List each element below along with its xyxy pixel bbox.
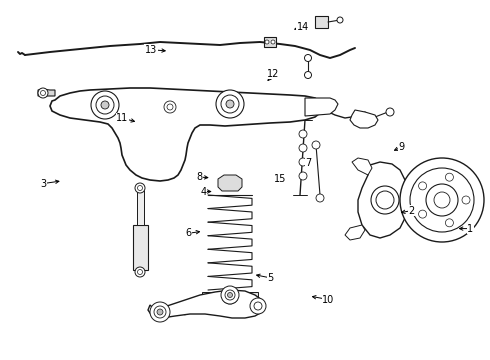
Circle shape — [312, 141, 320, 149]
Circle shape — [164, 101, 176, 113]
Circle shape — [410, 168, 474, 232]
Circle shape — [418, 210, 427, 218]
Text: 5: 5 — [268, 273, 273, 283]
Circle shape — [299, 158, 307, 166]
Polygon shape — [264, 37, 276, 47]
Circle shape — [138, 270, 143, 274]
Circle shape — [386, 108, 394, 116]
Circle shape — [138, 185, 143, 190]
Circle shape — [96, 96, 114, 114]
Circle shape — [299, 130, 307, 138]
Polygon shape — [345, 225, 365, 240]
Circle shape — [376, 191, 394, 209]
Circle shape — [101, 101, 109, 109]
Circle shape — [316, 194, 324, 202]
Circle shape — [227, 292, 232, 297]
Circle shape — [337, 17, 343, 23]
Text: 8: 8 — [197, 172, 203, 182]
Circle shape — [38, 88, 48, 98]
Text: 2: 2 — [409, 206, 415, 216]
Circle shape — [371, 186, 399, 214]
Polygon shape — [202, 292, 258, 300]
Circle shape — [221, 95, 239, 113]
Circle shape — [226, 292, 234, 300]
Polygon shape — [350, 110, 378, 128]
Text: 9: 9 — [399, 142, 405, 152]
Polygon shape — [50, 88, 322, 181]
Polygon shape — [218, 175, 242, 191]
Circle shape — [91, 91, 119, 119]
Text: 7: 7 — [306, 158, 312, 168]
Circle shape — [299, 144, 307, 152]
Circle shape — [154, 306, 166, 318]
Polygon shape — [315, 16, 328, 28]
Polygon shape — [358, 162, 408, 238]
Circle shape — [299, 172, 307, 180]
Circle shape — [445, 173, 453, 181]
Circle shape — [254, 302, 262, 310]
Polygon shape — [137, 190, 144, 225]
Circle shape — [250, 298, 266, 314]
Circle shape — [304, 54, 312, 62]
Circle shape — [216, 90, 244, 118]
Circle shape — [400, 158, 484, 242]
Circle shape — [462, 196, 470, 204]
Circle shape — [150, 302, 170, 322]
Polygon shape — [133, 225, 148, 270]
Text: 15: 15 — [274, 174, 287, 184]
Circle shape — [225, 290, 235, 300]
Circle shape — [271, 40, 275, 44]
Circle shape — [135, 183, 145, 193]
Circle shape — [426, 184, 458, 216]
Circle shape — [41, 90, 46, 95]
Circle shape — [445, 219, 453, 227]
Circle shape — [135, 267, 145, 277]
Circle shape — [221, 286, 239, 304]
Circle shape — [226, 100, 234, 108]
Text: 14: 14 — [297, 22, 309, 32]
Text: 4: 4 — [200, 186, 206, 197]
Text: 10: 10 — [322, 294, 335, 305]
Circle shape — [167, 104, 173, 110]
Polygon shape — [148, 290, 265, 318]
Polygon shape — [352, 158, 372, 175]
Circle shape — [418, 182, 427, 190]
Text: 3: 3 — [40, 179, 46, 189]
Circle shape — [157, 309, 163, 315]
Circle shape — [222, 288, 238, 304]
Text: 6: 6 — [186, 228, 192, 238]
Circle shape — [265, 40, 269, 44]
Text: 11: 11 — [117, 113, 128, 123]
Polygon shape — [38, 89, 55, 96]
Text: 1: 1 — [467, 224, 473, 234]
Circle shape — [434, 192, 450, 208]
Text: 12: 12 — [267, 69, 280, 79]
Text: 13: 13 — [145, 45, 157, 55]
Circle shape — [304, 72, 312, 78]
Polygon shape — [305, 98, 338, 116]
